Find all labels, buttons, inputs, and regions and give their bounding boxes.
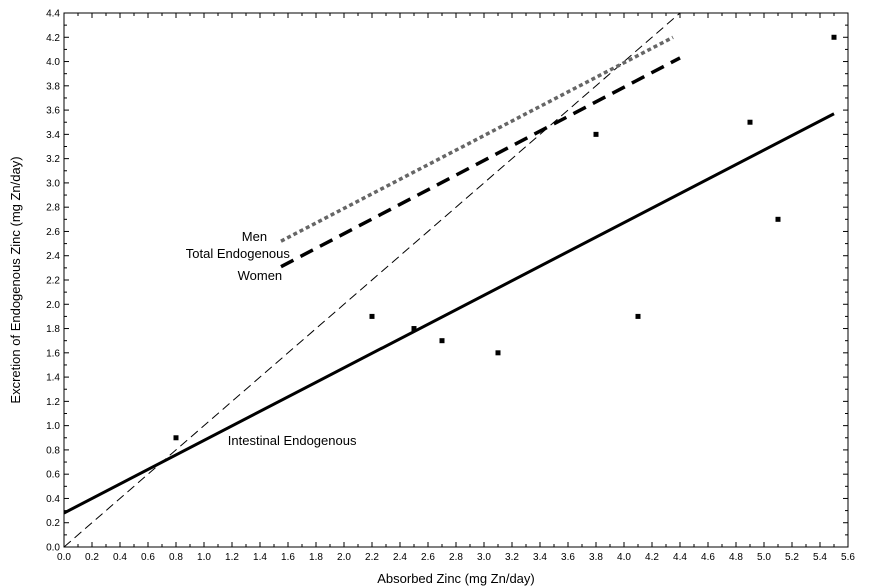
x-tick-label: 5.2 [785, 552, 799, 563]
y-tick-label: 1.4 [46, 373, 60, 384]
y-tick-label: 4.0 [46, 57, 60, 68]
x-tick-label: 3.8 [589, 552, 603, 563]
line-identity [64, 13, 681, 547]
x-tick-label: 4.6 [701, 552, 715, 563]
x-tick-label: 2.2 [365, 552, 379, 563]
x-tick-label: 5.0 [757, 552, 771, 563]
intestinal-endogenous-label: Intestinal Endogenous [228, 433, 357, 448]
line-intestinal [64, 112, 835, 515]
total-endogenous-label: Total Endogenous [186, 246, 291, 261]
x-tick-label: 4.4 [673, 552, 687, 563]
x-tick-label: 0.0 [57, 552, 71, 563]
x-tick-label: 2.8 [449, 552, 463, 563]
data-point [173, 435, 179, 441]
y-axis-title: Excretion of Endogenous Zinc (mg Zn/day) [8, 156, 23, 403]
y-tick-label: 0.0 [46, 543, 60, 554]
y-tick-label: 2.8 [46, 203, 60, 214]
data-point [831, 34, 837, 40]
y-tick-label: 4.4 [46, 9, 60, 20]
x-tick-label: 5.4 [813, 552, 827, 563]
x-tick-label: 0.2 [85, 552, 99, 563]
x-tick-label: 3.0 [477, 552, 491, 563]
data-point [775, 216, 781, 222]
y-tick-label: 2.4 [46, 251, 60, 262]
annotations: Men Total Endogenous Women Intestinal Endog… [186, 229, 357, 448]
y-tick-label: 4.2 [46, 33, 60, 44]
x-tick-label: 0.4 [113, 552, 127, 563]
x-tick-label: 3.2 [505, 552, 519, 563]
y-tick-label: 2.0 [46, 300, 60, 311]
line-women [280, 56, 681, 269]
data-point [495, 350, 501, 356]
x-tick-label: 2.6 [421, 552, 435, 563]
plot-area [63, 12, 849, 548]
y-tick-label: 0.8 [46, 445, 60, 456]
y-tick-label: 1.6 [46, 348, 60, 359]
x-tick-label: 3.4 [533, 552, 547, 563]
plot-border [63, 12, 849, 548]
x-tick-label: 1.0 [197, 552, 211, 563]
y-tick-label: 3.2 [46, 154, 60, 165]
y-tick-label: 3.0 [46, 178, 60, 189]
x-axis-ticks: 0.0 0.2 0.4 0.6 0.8 1.0 1.2 1.4 1.6 1.8 2.0 2.2 2.4 2… [57, 13, 855, 563]
x-tick-label: 4.0 [617, 552, 631, 563]
x-tick-label: 1.4 [253, 552, 267, 563]
x-axis-title: Absorbed Zinc (mg Zn/day) [377, 571, 535, 586]
x-tick-label: 4.2 [645, 552, 659, 563]
x-tick-label: 2.0 [337, 552, 351, 563]
data-point [635, 313, 641, 319]
y-tick-label: 3.6 [46, 106, 60, 117]
x-tick-label: 0.8 [169, 552, 183, 563]
women-label: Women [238, 268, 283, 283]
data-point [747, 119, 753, 125]
x-tick-label: 2.4 [393, 552, 407, 563]
x-tick-label: 5.6 [841, 552, 855, 563]
y-tick-label: 0.6 [46, 470, 60, 481]
fit-lines [64, 13, 835, 547]
x-tick-label: 1.8 [309, 552, 323, 563]
y-tick-label: 3.8 [46, 81, 60, 92]
y-tick-label: 0.4 [46, 494, 60, 505]
data-point [369, 313, 375, 319]
y-tick-label: 3.4 [46, 130, 60, 141]
y-tick-label: 2.6 [46, 227, 60, 238]
y-tick-label: 1.8 [46, 324, 60, 335]
x-tick-label: 1.2 [225, 552, 239, 563]
y-tick-label: 1.2 [46, 397, 60, 408]
data-point [593, 131, 599, 137]
men-label: Men [242, 229, 267, 244]
line-men [280, 35, 674, 243]
data-point [411, 326, 417, 332]
y-tick-label: 0.2 [46, 518, 60, 529]
x-tick-label: 3.6 [561, 552, 575, 563]
y-tick-label: 2.2 [46, 276, 60, 287]
y-tick-label: 1.0 [46, 421, 60, 432]
data-point [439, 338, 445, 344]
x-tick-label: 0.6 [141, 552, 155, 563]
y-axis-ticks: 0.0 0.2 0.4 0.6 0.8 1.0 1.2 1.4 1.6 1.8 2.0 2.2 2.4 2… [46, 9, 848, 554]
data-points [173, 34, 837, 441]
x-tick-label: 4.8 [729, 552, 743, 563]
x-tick-label: 1.6 [281, 552, 295, 563]
